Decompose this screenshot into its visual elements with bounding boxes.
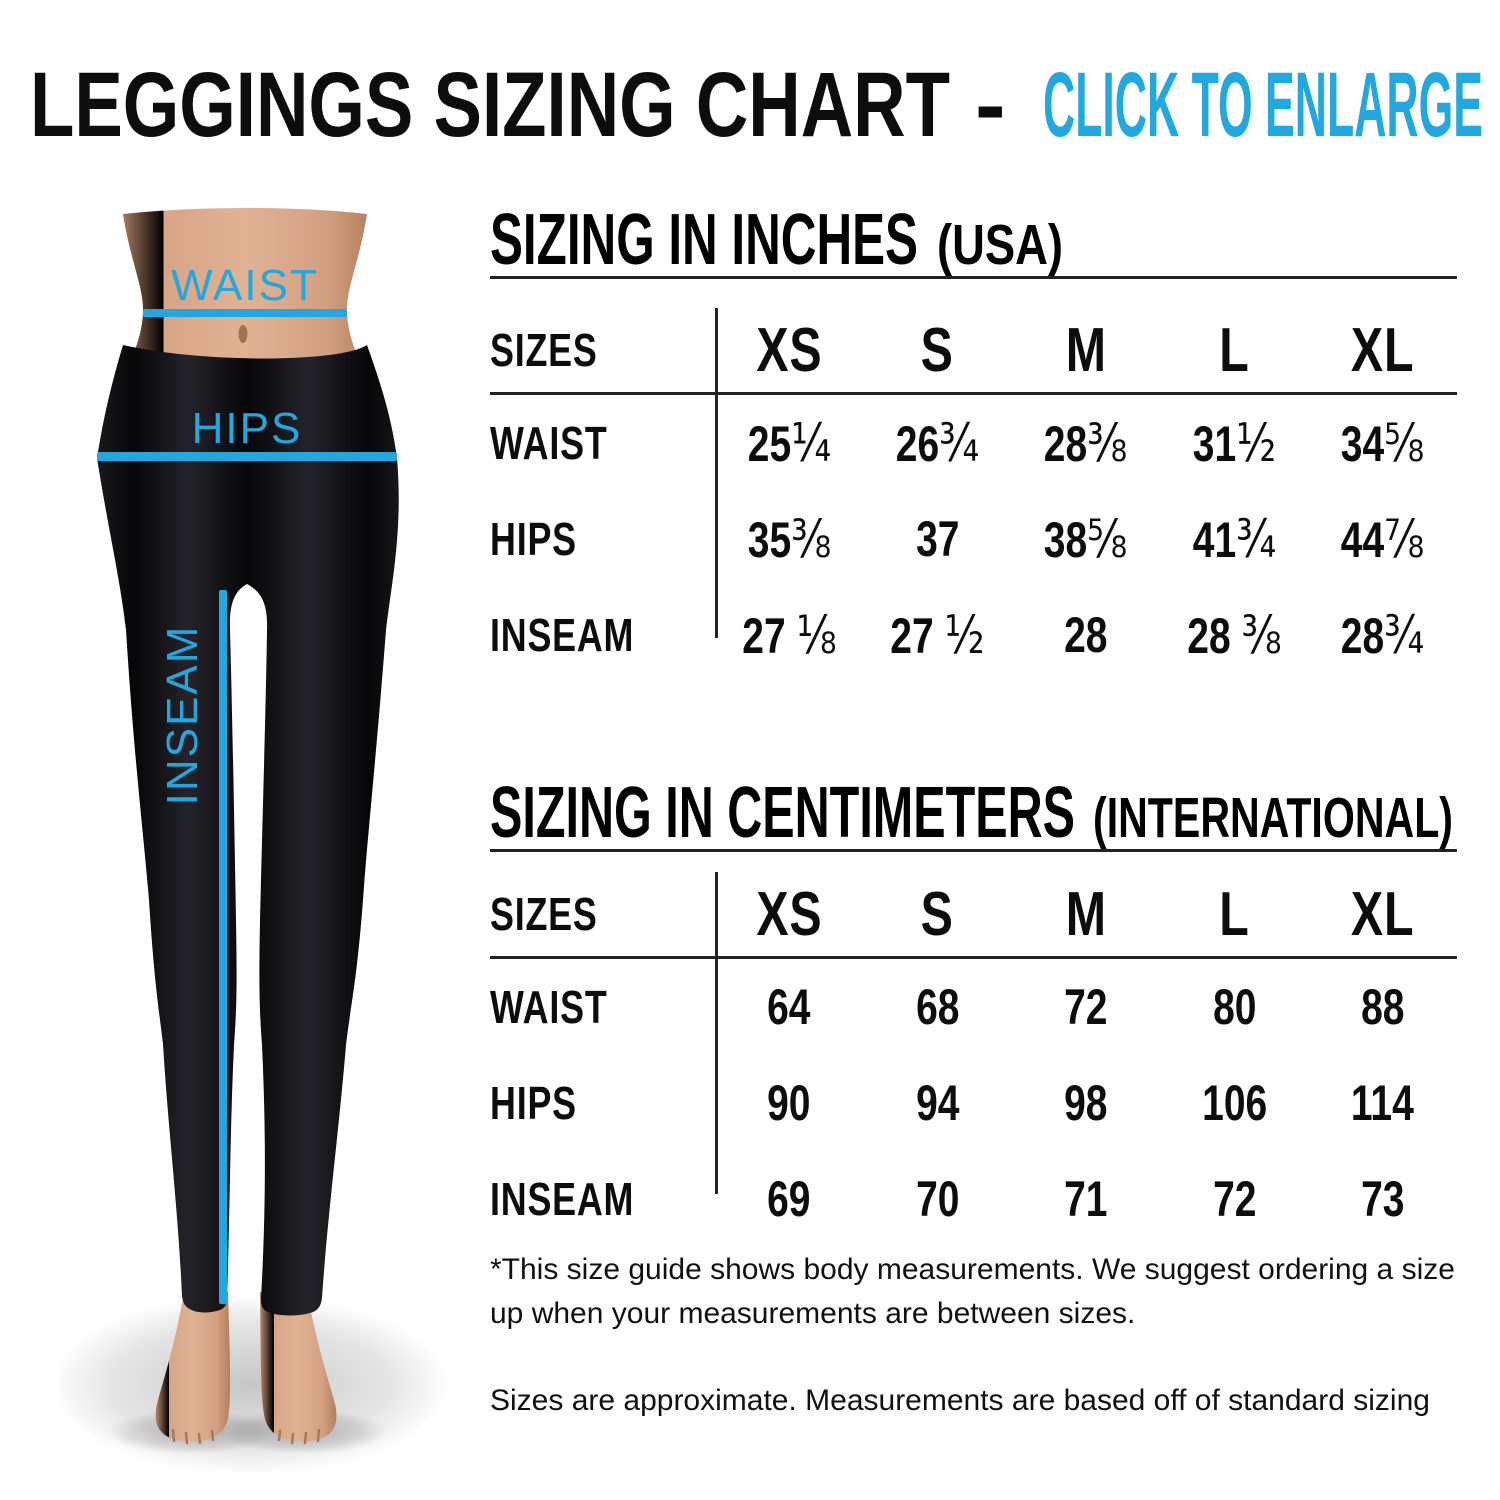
cm-heading-note: (INTERNATIONAL) [1093,786,1453,850]
cm-waist-m: 72 [1064,979,1108,1035]
toe-lines [171,1428,321,1445]
cm-section-heading: SIZING IN CENTIMETERS (INTERNATIONAL) [490,773,1465,853]
hips-line [97,452,397,461]
page-title: LEGGINGS SIZING CHART [30,54,950,156]
inches-hips-xl: 44⅞ [1341,508,1425,570]
leggings [97,345,399,1316]
inches-hips-m: 38⅝ [1044,508,1128,570]
inseam-label: INSEAM [158,625,207,806]
inches-col-xl: XL [1351,315,1415,385]
inches-waist-m: 28⅜ [1044,412,1128,474]
cm-hips-xl: 114 [1351,1075,1415,1131]
hips-label: HIPS [192,404,303,453]
navel [238,325,248,343]
inches-waist-l: 31½ [1192,412,1277,474]
inches-waist-xs: 25¼ [747,412,831,474]
inches-waist-s: 26¾ [895,412,980,474]
cm-header-row: SIZES XS S M L XL [490,872,1457,959]
row-label: INSEAM [490,1173,635,1225]
waist-label: WAIST [171,261,319,310]
inches-waist-row: WAIST 25¼ 26¾ 28⅜ 31½ 34⅝ [490,395,1457,491]
cm-heading: SIZING IN CENTIMETERS [490,775,1075,853]
row-label: WAIST [490,417,608,469]
inches-sizes-header: SIZES [490,324,598,376]
row-label: INSEAM [490,609,635,661]
inches-col-m: M [1065,315,1107,385]
inches-section-heading: SIZING IN INCHES (USA) [490,200,1465,280]
cm-hips-xs: 90 [767,1075,811,1131]
leggings-model-figure: WAIST HIPS INSEAM [50,200,480,1480]
cm-table: SIZES XS S M L XL WAIST 64 68 72 80 88 H… [490,872,1457,1247]
leggings-model-svg: WAIST HIPS INSEAM [50,208,450,1475]
cm-inseam-s: 70 [915,1171,960,1227]
footnote-approximate: Sizes are approximate. Measurements are … [490,1383,1430,1417]
cm-waist-xl: 88 [1361,979,1405,1035]
inches-inseam-row: INSEAM 27 ⅛ 27 ½ 28 28 ⅜ 28¾ [490,587,1457,683]
inches-heading-note: (USA) [937,213,1063,277]
click-to-enlarge-link[interactable]: CLICK TO ENLARGE [1043,54,1483,156]
inches-inseam-l: 28 ⅜ [1187,604,1282,666]
inches-col-l: L [1219,315,1250,385]
cm-waist-row: WAIST 64 68 72 80 88 [490,959,1457,1055]
cm-col-l: L [1219,879,1250,949]
page-header: LEGGINGS SIZING CHART - CLICK TO ENLARGE [30,48,1490,160]
inches-waist-xl: 34⅝ [1341,412,1425,474]
page-title-svg: LEGGINGS SIZING CHART - CLICK TO ENLARGE [30,54,1483,156]
cm-waist-s: 68 [915,979,960,1035]
inches-hips-row: HIPS 35⅜ 37 38⅝ 41¾ 44⅞ [490,491,1457,587]
cm-waist-l: 80 [1212,979,1257,1035]
inches-inseam-xs: 27 ⅛ [742,604,837,666]
footnotes: *This size guide shows body measurements… [490,1248,1475,1423]
footnote-size-guide: *This size guide shows body measurements… [490,1253,1455,1331]
inches-table: SIZES XS S M L XL WAIST 25¼ 26¾ 28⅜ 31½ … [490,308,1457,683]
inches-heading-rule [490,276,1457,279]
cm-hips-l: 106 [1201,1075,1267,1131]
row-label: WAIST [490,981,608,1033]
inches-heading: SIZING IN INCHES [490,202,918,280]
inches-hips-s: 37 [915,511,960,567]
inches-hips-xs: 35⅜ [747,508,831,570]
cm-inseam-xs: 69 [767,1171,811,1227]
title-separator: - [975,54,1006,156]
cm-inseam-l: 72 [1212,1171,1257,1227]
torso [118,208,372,388]
cm-col-s: S [921,879,955,949]
cm-waist-xs: 64 [767,979,811,1035]
cm-inseam-m: 71 [1064,1171,1108,1227]
waist-line [143,309,347,317]
inches-inseam-s: 27 ½ [890,604,985,666]
inches-col-s: S [921,315,955,385]
row-label: HIPS [490,1077,577,1129]
inches-table-divider [715,308,718,638]
cm-hips-row: HIPS 90 94 98 106 114 [490,1055,1457,1151]
inches-inseam-xl: 28¾ [1341,604,1425,666]
cm-hips-m: 98 [1064,1075,1108,1131]
inseam-line [219,590,227,1304]
right-foot [260,1292,337,1442]
cm-col-m: M [1065,879,1107,949]
cm-inseam-row: INSEAM 69 70 71 72 73 [490,1151,1457,1247]
inches-inseam-m: 28 [1064,607,1108,663]
cm-col-xs: XS [756,879,823,949]
cm-heading-rule [490,849,1457,852]
left-foot [155,1292,231,1442]
inches-hips-l: 41¾ [1192,508,1277,570]
cm-table-divider [715,872,718,1194]
cm-inseam-xl: 73 [1361,1171,1405,1227]
cm-hips-s: 94 [915,1075,960,1131]
inches-col-xs: XS [756,315,823,385]
row-label: HIPS [490,513,577,565]
cm-sizes-header: SIZES [490,888,598,940]
cm-col-xl: XL [1351,879,1415,949]
inches-header-row: SIZES XS S M L XL [490,308,1457,395]
